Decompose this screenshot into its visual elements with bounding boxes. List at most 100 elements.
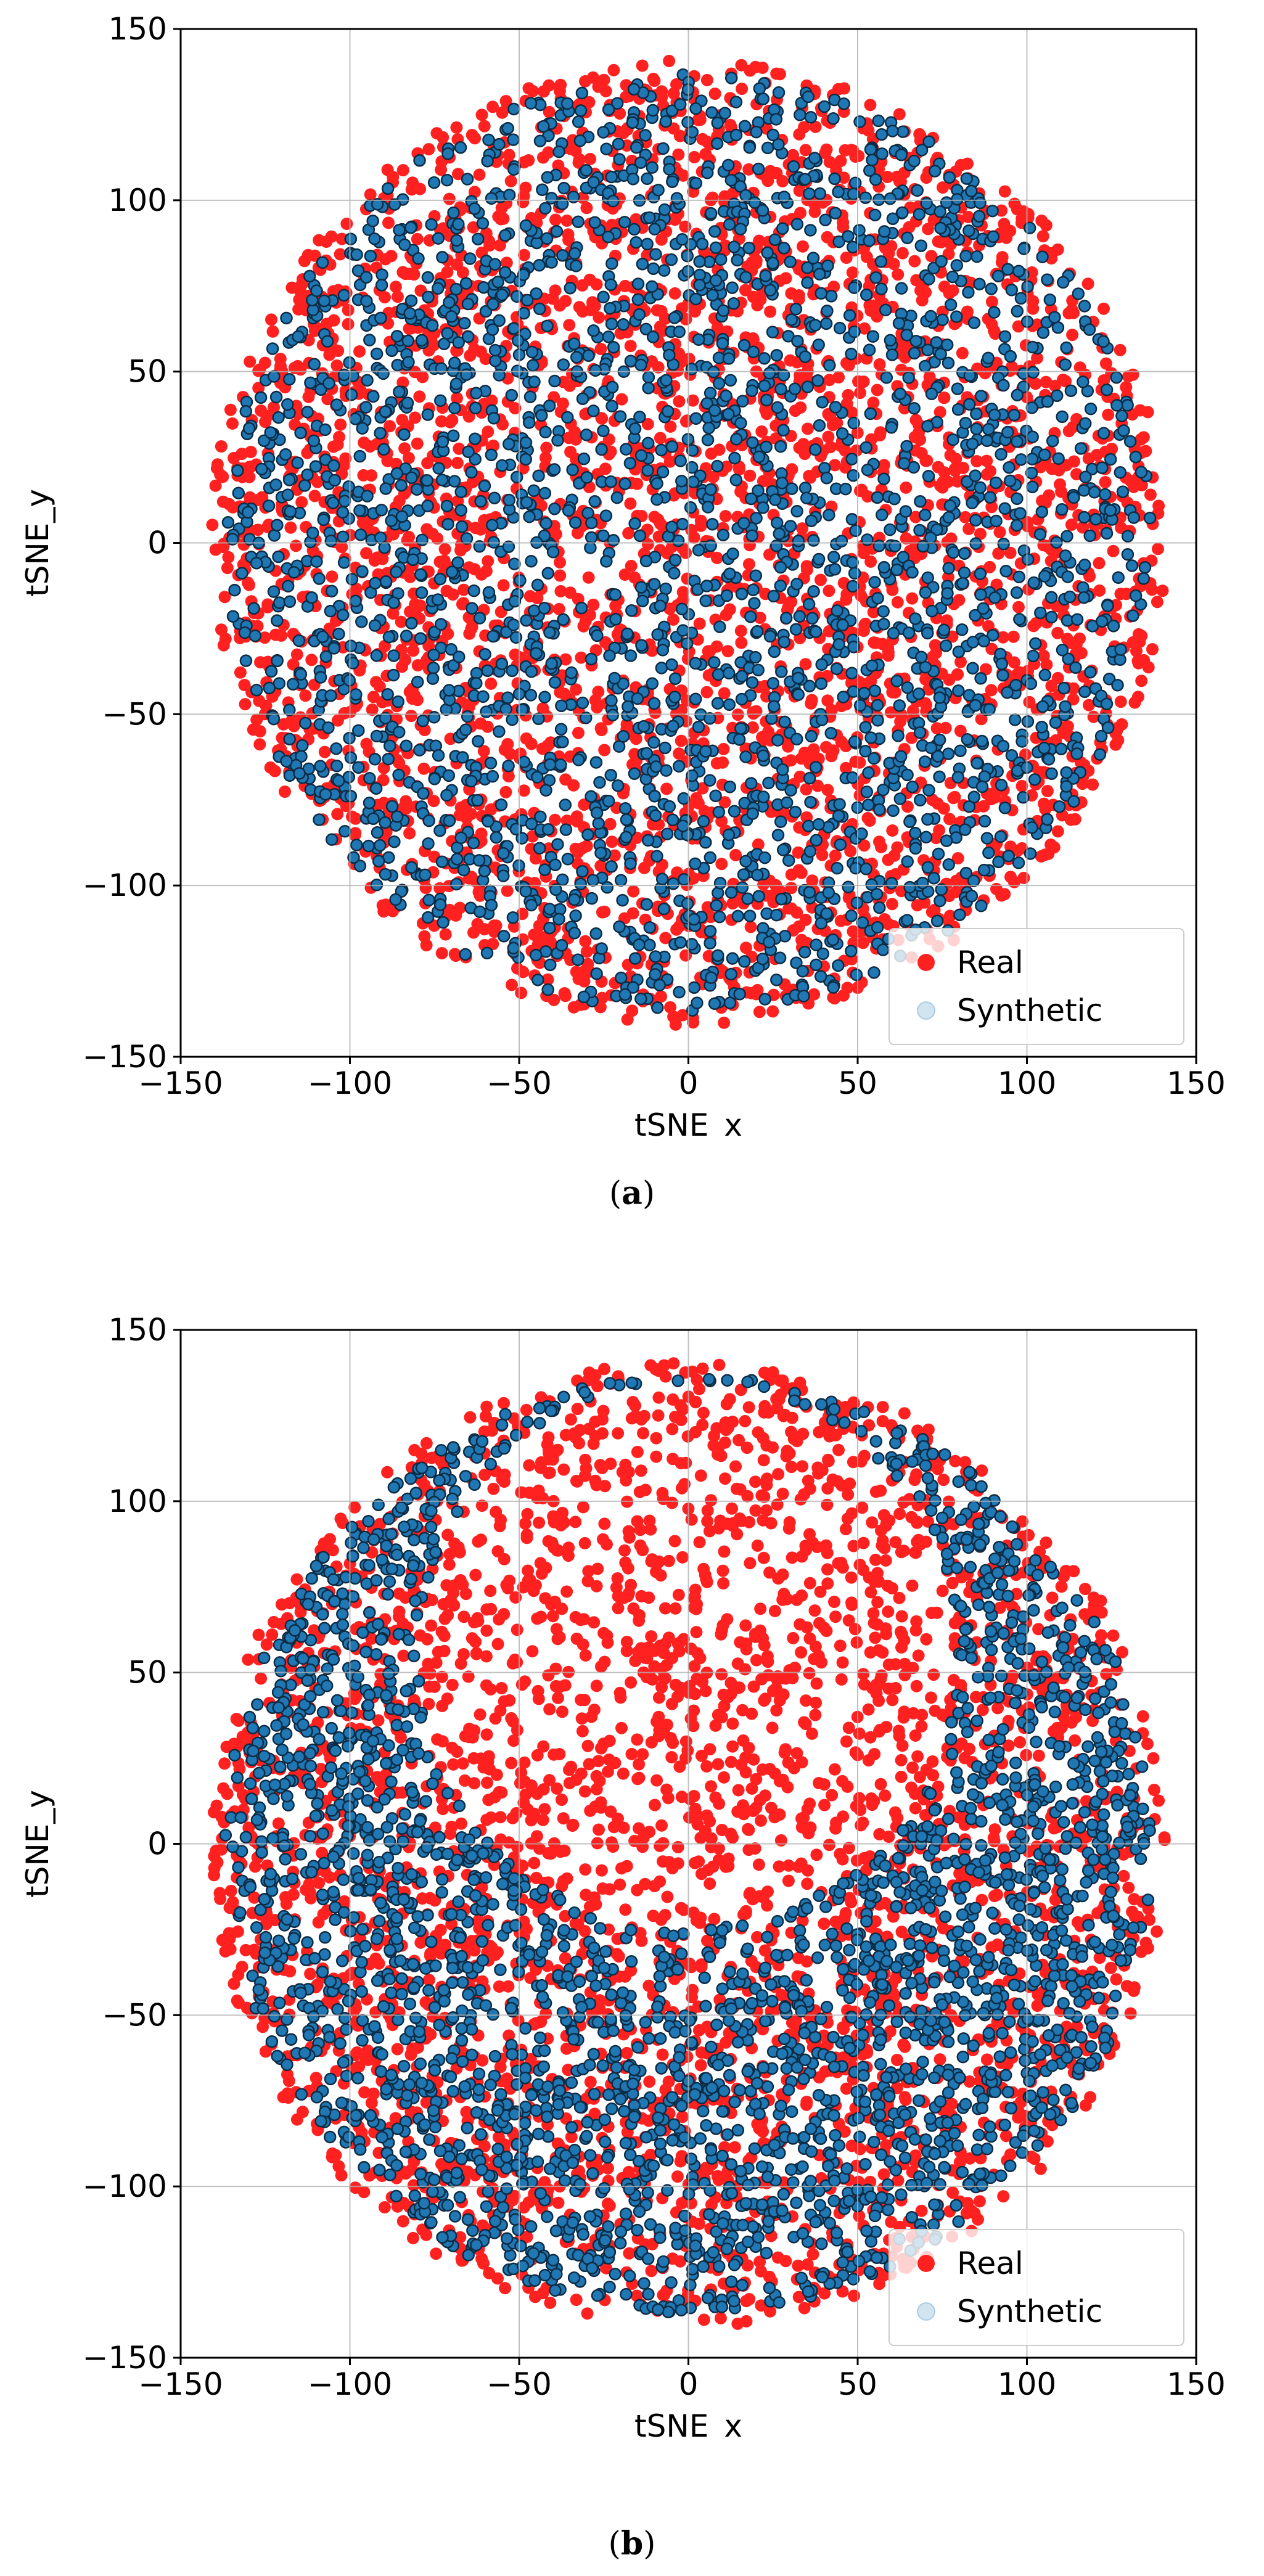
data-point-real [975,713,988,726]
data-point-real [1127,368,1139,381]
data-point-real [896,247,909,260]
data-point-synthetic [921,343,934,356]
data-point-real [546,292,559,305]
data-point-synthetic [801,276,814,289]
data-point-synthetic [459,948,472,961]
data-point-real [313,234,326,247]
data-point-real [710,551,723,564]
data-point-synthetic [909,612,922,625]
data-point-synthetic [1025,821,1038,834]
data-point-synthetic [998,502,1011,515]
data-point-real [1045,679,1058,692]
data-point-synthetic [995,448,1008,461]
data-point-synthetic [313,572,326,585]
data-point-synthetic [405,617,418,630]
data-point-synthetic [672,760,686,773]
data-point-synthetic [377,443,390,456]
data-point-synthetic [705,971,718,984]
data-point-synthetic [1041,273,1054,286]
data-point-real [1135,630,1148,642]
data-point-synthetic [766,326,779,338]
data-point-synthetic [674,454,687,467]
data-point-real [841,982,854,995]
data-point-synthetic [772,86,786,99]
data-point-synthetic [392,768,405,782]
data-point-real [1112,721,1124,734]
data-point-synthetic [1059,358,1072,371]
data-point-synthetic [887,804,900,818]
data-point-real [544,736,557,749]
data-point-real [318,745,331,758]
data-point-synthetic [665,253,678,266]
data-point-synthetic [415,334,429,347]
data-point-real [221,562,234,575]
data-point-real [497,579,510,592]
data-point-real [238,679,251,691]
data-point-synthetic [432,749,445,762]
data-point-synthetic [342,771,356,784]
data-point-real [452,168,464,181]
data-point-synthetic [962,224,975,237]
data-point-real [554,569,567,582]
data-point-synthetic [962,398,976,411]
data-point-synthetic [511,290,523,303]
data-point-real [1093,584,1106,597]
data-point-real [485,677,498,690]
data-point-synthetic [829,207,842,219]
data-point-synthetic [474,494,487,508]
data-point-real [729,848,742,861]
data-point-real [1106,443,1118,455]
data-point-real [909,511,922,523]
data-point-synthetic [1069,661,1082,674]
data-point-synthetic [580,711,593,724]
data-point-synthetic [969,537,982,550]
data-point-synthetic [639,322,653,335]
data-point-real [751,983,764,996]
data-point-real [422,639,435,652]
data-point-real [853,926,866,938]
data-point-synthetic [871,699,884,712]
data-point-synthetic [713,877,727,890]
data-point-real [206,519,219,531]
data-point-synthetic [845,667,858,680]
data-point-synthetic [636,257,649,271]
data-point-real [793,184,806,197]
data-point-real [930,722,943,735]
data-point-synthetic [962,800,976,813]
data-point-synthetic [507,941,520,955]
data-point-synthetic [382,630,396,644]
data-point-synthetic [796,964,810,978]
data-point-real [349,827,362,840]
data-point-synthetic [960,172,974,185]
data-point-synthetic [469,401,482,415]
data-point-real [891,841,904,854]
data-point-synthetic [1101,599,1114,612]
data-point-real [1146,643,1159,655]
data-point-real [630,213,642,226]
data-point-synthetic [673,985,686,999]
data-point-synthetic [760,393,773,407]
data-point-real [721,645,734,658]
data-point-synthetic [370,729,384,743]
data-point-real [885,898,898,911]
data-point-synthetic [873,803,886,816]
data-point-real [900,481,913,494]
data-point-synthetic [321,335,334,348]
data-point-synthetic [1014,507,1027,520]
data-point-real [549,813,562,826]
data-point-real [622,527,635,539]
data-point-synthetic [767,589,780,603]
data-point-synthetic [375,279,388,292]
data-point-real [563,319,576,332]
data-point-real [939,721,952,734]
data-point-real [265,313,277,326]
data-point-real [579,75,591,88]
data-point-real [539,451,552,464]
data-point-synthetic [899,505,913,518]
data-point-synthetic [809,761,823,774]
data-point-synthetic [756,204,769,217]
data-point-real [744,469,757,482]
data-point-real [757,475,769,488]
data-point-synthetic [850,896,864,909]
data-point-synthetic [872,539,886,552]
